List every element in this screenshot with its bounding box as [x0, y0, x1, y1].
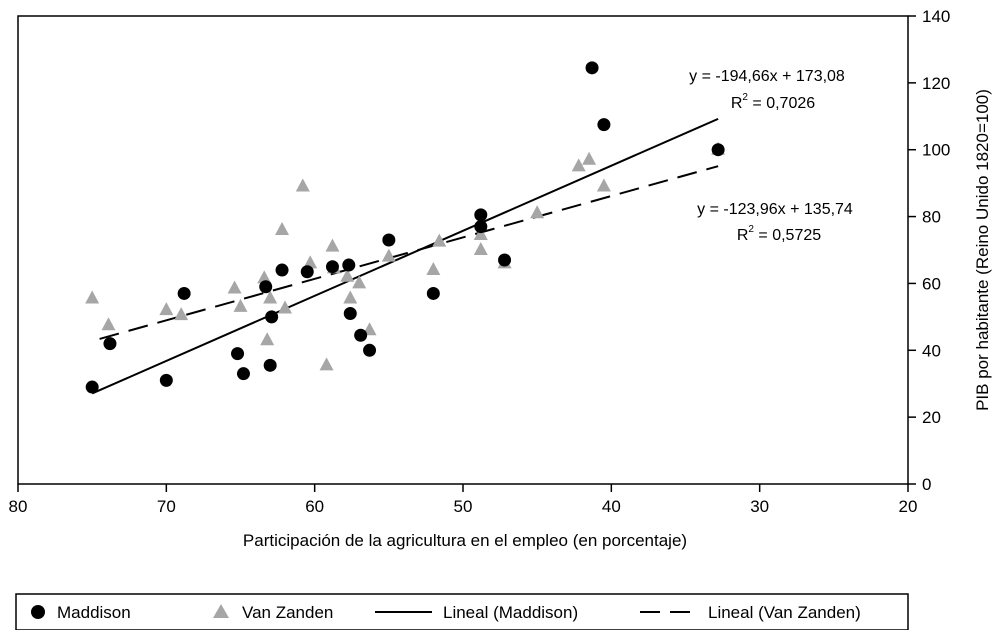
point-maddison	[275, 263, 289, 277]
x-axis-ticks: 80 70 60 50 40 30 20	[9, 484, 918, 516]
point-vanzanden	[325, 238, 340, 252]
annotation-vanzanden-equation: y = -123,96x + 135,74	[697, 201, 853, 218]
x-axis-label: Participación de la agricultura en el em…	[243, 531, 687, 550]
x-tick-label: 60	[305, 497, 324, 516]
legend: Maddison Van Zanden Lineal (Maddison) Li…	[15, 593, 909, 630]
plot-area	[17, 15, 909, 485]
point-maddison	[263, 358, 277, 372]
point-maddison	[159, 373, 173, 387]
point-vanzanden	[233, 298, 248, 312]
trendline-maddison	[91, 117, 719, 395]
point-maddison	[342, 258, 356, 272]
y-tick-label: 80	[922, 208, 941, 227]
x-tick-label: 50	[454, 497, 473, 516]
y-tick-label: 120	[922, 74, 950, 93]
point-maddison	[474, 208, 488, 222]
point-maddison	[85, 380, 99, 394]
point-vanzanden	[174, 307, 189, 321]
y-tick-label: 100	[922, 141, 950, 160]
point-maddison	[426, 286, 440, 300]
point-vanzanden	[257, 270, 272, 284]
point-maddison	[236, 367, 250, 381]
x-tick-label: 40	[602, 497, 621, 516]
data-points	[85, 61, 726, 394]
annotation-vanzanden-r2: R2 = 0,5725	[737, 224, 821, 244]
point-vanzanden	[352, 275, 367, 289]
annotation-maddison-r2: R2 = 0,7026	[731, 92, 815, 112]
point-maddison	[498, 253, 512, 267]
point-vanzanden	[101, 317, 116, 331]
y-axis-label: PIB por habitante (Reino Unido 1820=100)	[973, 89, 992, 411]
point-maddison	[711, 143, 725, 157]
point-vanzanden	[278, 300, 292, 314]
y-tick-label: 60	[922, 274, 941, 293]
point-vanzanden	[530, 205, 545, 219]
annotation-maddison-equation: y = -194,66x + 173,08	[689, 68, 845, 85]
point-vanzanden	[340, 268, 355, 282]
trendline-vanzanden	[99, 165, 719, 340]
x-tick-label: 20	[899, 497, 918, 516]
point-maddison	[300, 265, 314, 279]
point-maddison	[474, 220, 488, 234]
point-vanzanden	[295, 178, 310, 192]
point-vanzanden	[426, 262, 441, 276]
point-maddison	[363, 343, 377, 357]
y-tick-label: 0	[922, 475, 931, 494]
point-vanzanden	[473, 226, 488, 240]
point-maddison	[597, 118, 611, 132]
point-maddison	[585, 61, 599, 75]
y-tick-label: 20	[922, 408, 941, 427]
y-tick-label: 40	[922, 341, 941, 360]
point-maddison	[265, 310, 279, 324]
legend-label-lineal-vanzanden: Lineal (Van Zanden)	[708, 603, 861, 622]
point-vanzanden	[473, 242, 488, 255]
point-maddison	[382, 233, 396, 247]
point-vanzanden	[381, 248, 396, 262]
point-maddison	[103, 337, 117, 351]
point-vanzanden	[343, 290, 358, 304]
legend-label-vanzanden: Van Zanden	[242, 603, 333, 622]
point-vanzanden	[85, 290, 100, 304]
y-axis-ticks: 0 20 40 60 80 100 120 140	[908, 7, 950, 494]
legend-marker-vanzanden	[213, 604, 229, 618]
x-tick-label: 30	[750, 497, 769, 516]
point-maddison	[354, 328, 368, 342]
point-vanzanden	[227, 280, 242, 294]
point-vanzanden	[432, 233, 447, 247]
y-tick-label: 140	[922, 7, 950, 26]
point-maddison	[325, 260, 339, 274]
point-vanzanden	[571, 158, 586, 172]
point-maddison	[343, 307, 357, 321]
x-tick-label: 80	[9, 497, 28, 516]
point-vanzanden	[582, 151, 597, 165]
point-maddison	[177, 286, 191, 300]
point-maddison	[231, 347, 245, 361]
legend-label-lineal-maddison: Lineal (Maddison)	[443, 603, 578, 622]
legend-box	[15, 593, 909, 630]
point-vanzanden	[319, 357, 334, 371]
x-tick-label: 70	[157, 497, 176, 516]
point-vanzanden	[596, 178, 611, 192]
legend-label-maddison: Maddison	[57, 603, 131, 622]
point-vanzanden	[275, 221, 290, 235]
legend-marker-maddison	[31, 605, 45, 619]
point-maddison	[259, 280, 273, 294]
point-vanzanden	[263, 290, 278, 304]
trendlines	[91, 117, 719, 395]
point-vanzanden	[159, 302, 174, 316]
point-vanzanden	[260, 332, 275, 346]
point-vanzanden	[303, 255, 318, 269]
